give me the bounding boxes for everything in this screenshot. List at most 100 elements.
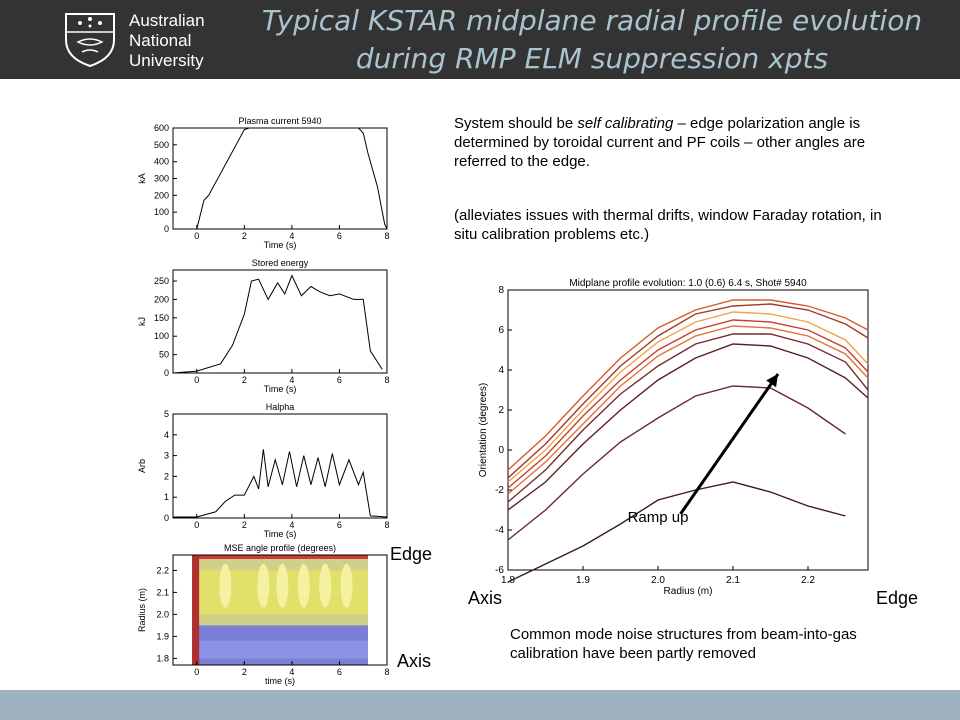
y-tick-label: 400 xyxy=(154,157,169,167)
y-axis-label: Radius (m) xyxy=(137,588,147,632)
profile-series-line xyxy=(507,319,869,489)
calibration-paragraph: System should be self calibrating – edge… xyxy=(454,114,904,171)
x-tick-label: 8 xyxy=(384,520,389,530)
x-tick-label: 2.2 xyxy=(801,575,815,586)
y-tick-label: 150 xyxy=(154,313,169,323)
x-tick-label: 2 xyxy=(242,667,247,677)
x-tick-label: 6 xyxy=(337,231,342,241)
x-tick-label: 0 xyxy=(194,375,199,385)
calibration-text-end: – edge polarization angle is determined … xyxy=(454,115,866,170)
x-tick-label: 2 xyxy=(242,231,247,241)
y-tick-label: 0 xyxy=(164,368,169,378)
y-tick-label: 2.0 xyxy=(156,609,169,619)
x-tick-label: 8 xyxy=(384,667,389,677)
alleviates-paragraph: (alleviates issues with thermal drifts, … xyxy=(454,207,882,243)
x-tick-label: 6 xyxy=(337,375,342,385)
ramp-up-arrowhead xyxy=(766,374,778,388)
plot-frame xyxy=(507,289,869,571)
profile-series-line xyxy=(507,481,846,583)
y-axis-label: kA xyxy=(137,173,147,184)
x-tick-label: 8 xyxy=(384,231,389,241)
y-tick-label: -6 xyxy=(495,565,504,576)
y-tick-label: 250 xyxy=(154,276,169,286)
plot-frame xyxy=(172,413,388,519)
chart-title: Midplane profile evolution: 1.0 (0.6) 6.… xyxy=(569,278,807,289)
y-tick-label: 6 xyxy=(498,325,504,336)
university-name-line: Australian xyxy=(129,11,205,30)
plot-frame xyxy=(172,554,388,666)
y-tick-label: 300 xyxy=(154,174,169,184)
calibration-text-start: System should be xyxy=(454,115,578,132)
y-axis-label: Arb xyxy=(137,459,147,473)
slide-title-line-2: during RMP ELM suppression xpts xyxy=(355,42,829,75)
y-tick-label: 200 xyxy=(154,294,169,304)
profile-series-line xyxy=(507,385,846,541)
time-trace-line xyxy=(172,274,383,374)
edge-label-left: Edge xyxy=(390,544,433,564)
axis-label-right: Axis xyxy=(468,588,503,608)
heatmap-hotspot xyxy=(319,563,332,608)
y-tick-label: 2 xyxy=(498,405,504,416)
x-tick-label: 2 xyxy=(242,375,247,385)
chart-title: Stored energy xyxy=(252,258,309,268)
y-tick-label: 1.8 xyxy=(156,653,169,663)
university-name-line: National xyxy=(129,31,192,50)
footer-bar xyxy=(0,690,960,720)
time-trace-line xyxy=(173,127,388,230)
y-tick-label: 500 xyxy=(154,140,169,150)
y-tick-label: 0 xyxy=(164,224,169,234)
heatmap-edge-band xyxy=(196,555,368,559)
x-axis-label: Radius (m) xyxy=(664,586,713,597)
axis-label-left: Axis xyxy=(397,651,432,671)
y-tick-label: 50 xyxy=(159,350,169,360)
slide-title: Typical KSTAR midplane radial profile ev… xyxy=(224,2,960,78)
y-tick-label: 1 xyxy=(164,492,169,502)
y-tick-label: -4 xyxy=(495,525,504,536)
y-tick-label: 4 xyxy=(498,365,504,376)
heatmap-hotspot xyxy=(297,563,310,608)
y-tick-label: 100 xyxy=(154,331,169,341)
calibration-text-emphasis: self calibrating xyxy=(577,115,674,132)
x-tick-label: 0 xyxy=(194,520,199,530)
profile-series-line xyxy=(507,311,869,483)
y-tick-label: 8 xyxy=(498,285,504,296)
profile-series-line xyxy=(507,299,869,471)
y-tick-label: 1.9 xyxy=(156,631,169,641)
university-name-line: University xyxy=(129,51,204,70)
profile-series-line xyxy=(507,325,869,495)
profile-series-line xyxy=(507,343,869,511)
y-tick-label: 200 xyxy=(154,190,169,200)
heatmap-hotspot xyxy=(257,563,270,608)
y-tick-label: 0 xyxy=(164,513,169,523)
x-tick-label: 2.1 xyxy=(726,575,740,586)
y-axis-label: Orientation (degrees) xyxy=(478,383,489,478)
x-axis-label: time (s) xyxy=(265,676,295,686)
y-tick-label: -2 xyxy=(495,485,504,496)
x-tick-label: 4 xyxy=(289,520,294,530)
x-tick-label: 0 xyxy=(194,231,199,241)
y-tick-label: 600 xyxy=(154,123,169,133)
y-tick-label: 2.2 xyxy=(156,565,169,575)
heatmap-band xyxy=(196,640,368,659)
x-tick-label: 4 xyxy=(289,375,294,385)
x-axis-label: Time (s) xyxy=(264,384,297,394)
chart-title: MSE angle profile (degrees) xyxy=(224,543,336,553)
x-axis-label: Time (s) xyxy=(264,240,297,250)
university-name: Australian National University xyxy=(129,11,205,71)
y-tick-label: 4 xyxy=(164,430,169,440)
x-tick-label: 0 xyxy=(194,667,199,677)
x-tick-label: 6 xyxy=(337,520,342,530)
heatmap-hotspot xyxy=(219,563,232,608)
anu-crest-icon xyxy=(60,10,210,68)
chart-title: Halpha xyxy=(266,402,295,412)
heatmap-hotspot xyxy=(276,563,289,608)
heatmap-start-band xyxy=(192,555,200,665)
profile-series-line xyxy=(507,303,869,479)
x-tick-label: 2.0 xyxy=(651,575,665,586)
x-tick-label: 2 xyxy=(242,520,247,530)
profile-series-line xyxy=(507,333,869,503)
x-tick-label: 1.9 xyxy=(576,575,590,586)
x-tick-label: 4 xyxy=(289,231,294,241)
time-trace-line xyxy=(173,449,388,518)
